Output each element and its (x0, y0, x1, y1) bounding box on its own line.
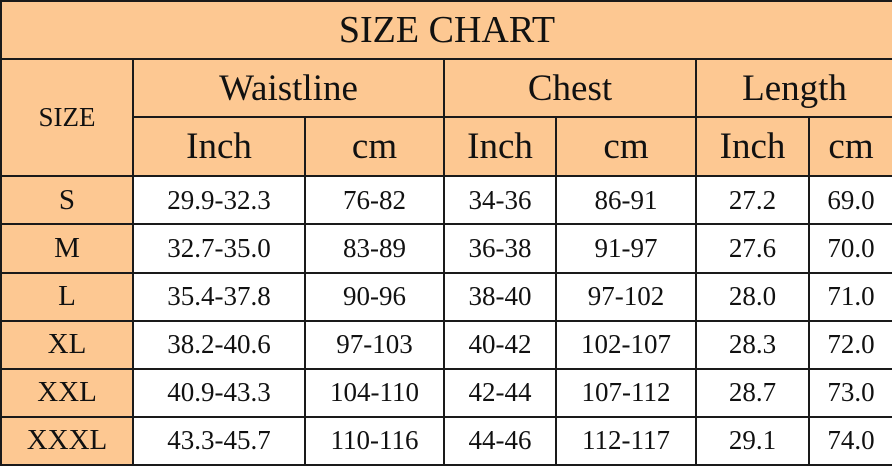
waistline-header: Waistline (132, 58, 445, 119)
length-inch-cell: 28.7 (695, 367, 810, 418)
chest-inch-cell: 44-46 (443, 415, 557, 466)
table-row: S 29.9-32.3 76-82 34-36 86-91 27.2 69.0 (0, 175, 892, 226)
length-cm-cell: 70.0 (807, 223, 892, 274)
chest-inch-cell: 42-44 (443, 367, 557, 418)
chest-inch-cell: 40-42 (443, 319, 557, 370)
waistline-inch-header: Inch (132, 116, 306, 178)
waistline-cm-cell: 90-96 (304, 271, 445, 322)
size-cell: S (0, 175, 134, 226)
waistline-cm-header: cm (304, 116, 445, 178)
length-inch-header: Inch (695, 116, 810, 178)
length-cm-cell: 72.0 (807, 319, 892, 370)
size-rows: S 29.9-32.3 76-82 34-36 86-91 27.2 69.0 M 32.7-3… (0, 175, 892, 466)
size-cell: L (0, 271, 134, 322)
chest-cm-cell: 91-97 (555, 223, 697, 274)
chest-cm-header: cm (555, 116, 697, 178)
waistline-inch-cell: 40.9-43.3 (132, 367, 306, 418)
length-cm-cell: 73.0 (807, 367, 892, 418)
waistline-cm-cell: 110-116 (304, 415, 445, 466)
table-row: L 35.4-37.8 90-96 38-40 97-102 28.0 71.0 (0, 271, 892, 322)
waistline-inch-cell: 43.3-45.7 (132, 415, 306, 466)
length-cm-cell: 69.0 (807, 175, 892, 226)
chest-inch-header: Inch (443, 116, 557, 178)
length-inch-cell: 28.3 (695, 319, 810, 370)
size-cell: XL (0, 319, 134, 370)
waistline-cm-cell: 83-89 (304, 223, 445, 274)
length-inch-cell: 27.6 (695, 223, 810, 274)
table-row: XXL 40.9-43.3 104-110 42-44 107-112 28.7 73.0 (0, 367, 892, 418)
length-cm-header: cm (807, 116, 892, 178)
chest-cm-cell: 86-91 (555, 175, 697, 226)
chest-inch-cell: 36-38 (443, 223, 557, 274)
waistline-cm-cell: 76-82 (304, 175, 445, 226)
table-row: M 32.7-35.0 83-89 36-38 91-97 27.6 70.0 (0, 223, 892, 274)
length-cm-cell: 71.0 (807, 271, 892, 322)
waistline-inch-cell: 32.7-35.0 (132, 223, 306, 274)
length-inch-cell: 29.1 (695, 415, 810, 466)
waistline-inch-cell: 29.9-32.3 (132, 175, 306, 226)
chest-cm-cell: 107-112 (555, 367, 697, 418)
chest-cm-cell: 102-107 (555, 319, 697, 370)
waistline-inch-cell: 38.2-40.6 (132, 319, 306, 370)
length-cm-cell: 74.0 (807, 415, 892, 466)
chest-inch-cell: 34-36 (443, 175, 557, 226)
waistline-cm-cell: 97-103 (304, 319, 445, 370)
table-row: XXXL 43.3-45.7 110-116 44-46 112-117 29.1 74.0 (0, 415, 892, 466)
waistline-inch-cell: 35.4-37.8 (132, 271, 306, 322)
table-row: XL 38.2-40.6 97-103 40-42 102-107 28.3 72.0 (0, 319, 892, 370)
chest-cm-cell: 97-102 (555, 271, 697, 322)
length-inch-cell: 27.2 (695, 175, 810, 226)
chest-inch-cell: 38-40 (443, 271, 557, 322)
size-cell: XXL (0, 367, 134, 418)
size-cell: M (0, 223, 134, 274)
chest-header: Chest (443, 58, 697, 119)
chest-cm-cell: 112-117 (555, 415, 697, 466)
length-header: Length (694, 58, 892, 119)
size-column-header: SIZE (0, 58, 134, 178)
size-cell: XXXL (0, 415, 134, 466)
chart-title: SIZE CHART (0, 0, 892, 61)
waistline-cm-cell: 104-110 (304, 367, 445, 418)
length-inch-cell: 28.0 (695, 271, 810, 322)
